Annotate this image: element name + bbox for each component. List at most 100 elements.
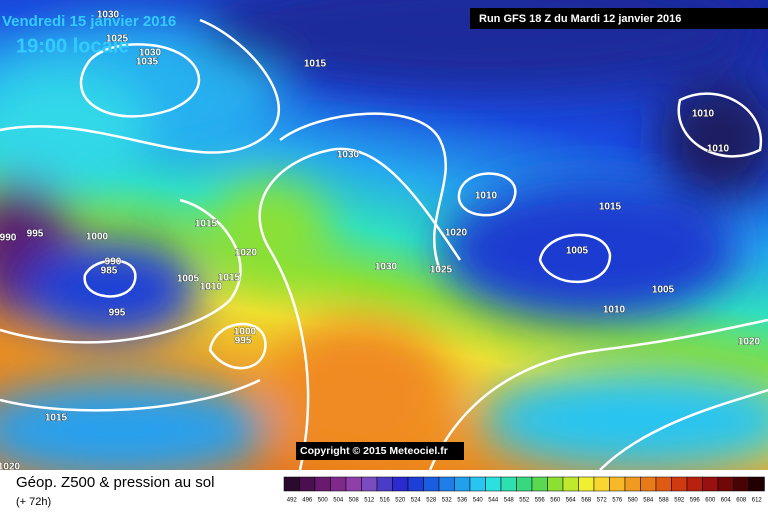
footer-lead: (+ 72h) (16, 496, 51, 508)
scale-label: 564 (566, 498, 577, 504)
scale-swatch (485, 476, 502, 492)
scale-label: 516 (380, 498, 391, 504)
scale-swatch (438, 476, 455, 492)
scale-label: 532 (442, 498, 453, 504)
isobar-label: 1030 (97, 10, 120, 21)
isobar-label: 995 (109, 308, 126, 319)
isobar-label: 1005 (566, 246, 589, 257)
isobar-label: 1015 (304, 59, 327, 70)
scale-label: 552 (519, 498, 530, 504)
scale-label: 600 (705, 498, 716, 504)
isobar-label: 1015 (599, 202, 622, 213)
isobar-label: 1025 (430, 265, 453, 276)
isobar-label: 1030 (337, 150, 360, 161)
isobar-label: 1035 (136, 57, 159, 68)
isobar-label: 990 (0, 233, 17, 244)
isobar-label: 1020 (0, 462, 21, 473)
run-info: Run GFS 18 Z du Mardi 12 janvier 2016 (479, 13, 681, 25)
scale-swatch (578, 476, 595, 492)
scale-label: 556 (535, 498, 546, 504)
isobar-label: 1015 (45, 413, 68, 424)
isobar-label: 1030 (139, 48, 162, 59)
scale-swatch (624, 476, 641, 492)
scale-label: 568 (581, 498, 592, 504)
isobar-label: 1010 (692, 109, 715, 120)
isobar-label: 1010 (707, 144, 730, 155)
isobar-label: 985 (101, 266, 118, 277)
isobar-label: 1005 (652, 285, 675, 296)
scale-label: 544 (488, 498, 499, 504)
isobar-label: 990 (105, 257, 122, 268)
scale-swatch (423, 476, 440, 492)
scale-swatch (407, 476, 424, 492)
scale-swatch (500, 476, 517, 492)
scale-label: 540 (473, 498, 484, 504)
scale-swatch (299, 476, 316, 492)
isobar-label: 1010 (200, 282, 223, 293)
scale-label: 572 (597, 498, 608, 504)
forecast-date: Vendredi 15 janvier 2016 (2, 13, 176, 30)
isobar-label: 995 (27, 229, 44, 240)
scale-swatch (717, 476, 734, 492)
scale-swatch (361, 476, 378, 492)
scale-label: 504 (333, 498, 344, 504)
scale-label: 584 (643, 498, 654, 504)
scale-swatch (516, 476, 533, 492)
footer-title: Géop. Z500 & pression au sol (16, 474, 214, 491)
map (0, 0, 768, 470)
scale-swatch (640, 476, 657, 492)
isobar-label: 1000 (234, 327, 257, 338)
isobar-label: 1015 (195, 219, 218, 230)
scale-swatch (376, 476, 393, 492)
scale-swatch (531, 476, 548, 492)
scale-swatch (562, 476, 579, 492)
scale-swatch (671, 476, 688, 492)
scale-swatch (748, 476, 765, 492)
scale-label: 496 (302, 498, 313, 504)
scale-label: 528 (426, 498, 437, 504)
scale-swatch (330, 476, 347, 492)
scale-swatch (469, 476, 486, 492)
isobar-label: 1020 (738, 337, 761, 348)
copyright: Copyright © 2015 Meteociel.fr (300, 445, 448, 457)
scale-label: 576 (612, 498, 623, 504)
scale-swatch (454, 476, 471, 492)
scale-swatch (655, 476, 672, 492)
scale-label: 548 (504, 498, 515, 504)
forecast-time: 19:00 locale (16, 35, 129, 57)
scale-swatch (609, 476, 626, 492)
isobar-label: 1005 (177, 274, 200, 285)
isobar-label: 1025 (106, 34, 129, 45)
isobar-label: 1010 (475, 191, 498, 202)
scale-swatch (345, 476, 362, 492)
scale-label: 492 (287, 498, 298, 504)
scale-label: 560 (550, 498, 561, 504)
scale-swatch (686, 476, 703, 492)
scale-label: 508 (349, 498, 360, 504)
scale-swatch (733, 476, 750, 492)
scale-label: 608 (736, 498, 747, 504)
scale-label: 612 (752, 498, 763, 504)
scale-label: 588 (659, 498, 670, 504)
isobar-label: 1030 (375, 262, 398, 273)
isobars (0, 18, 768, 470)
isobar-label: 1020 (235, 248, 258, 259)
scale-swatch (392, 476, 409, 492)
scale-label: 604 (721, 498, 732, 504)
scale-swatch (702, 476, 719, 492)
scale-label: 536 (457, 498, 468, 504)
isobar-label: 1015 (218, 273, 241, 284)
isobar-label: 1020 (445, 228, 468, 239)
isobar-label: 1000 (86, 232, 109, 243)
scale-label: 596 (690, 498, 701, 504)
isobar-label: 995 (235, 336, 252, 347)
isobar-label: 1010 (603, 305, 626, 316)
scale-label: 500 (318, 498, 329, 504)
scale-swatch (283, 476, 300, 492)
scale-label: 580 (628, 498, 639, 504)
scale-label: 512 (364, 498, 375, 504)
scale-label: 592 (674, 498, 685, 504)
scale-label: 520 (395, 498, 406, 504)
scale-swatch (547, 476, 564, 492)
